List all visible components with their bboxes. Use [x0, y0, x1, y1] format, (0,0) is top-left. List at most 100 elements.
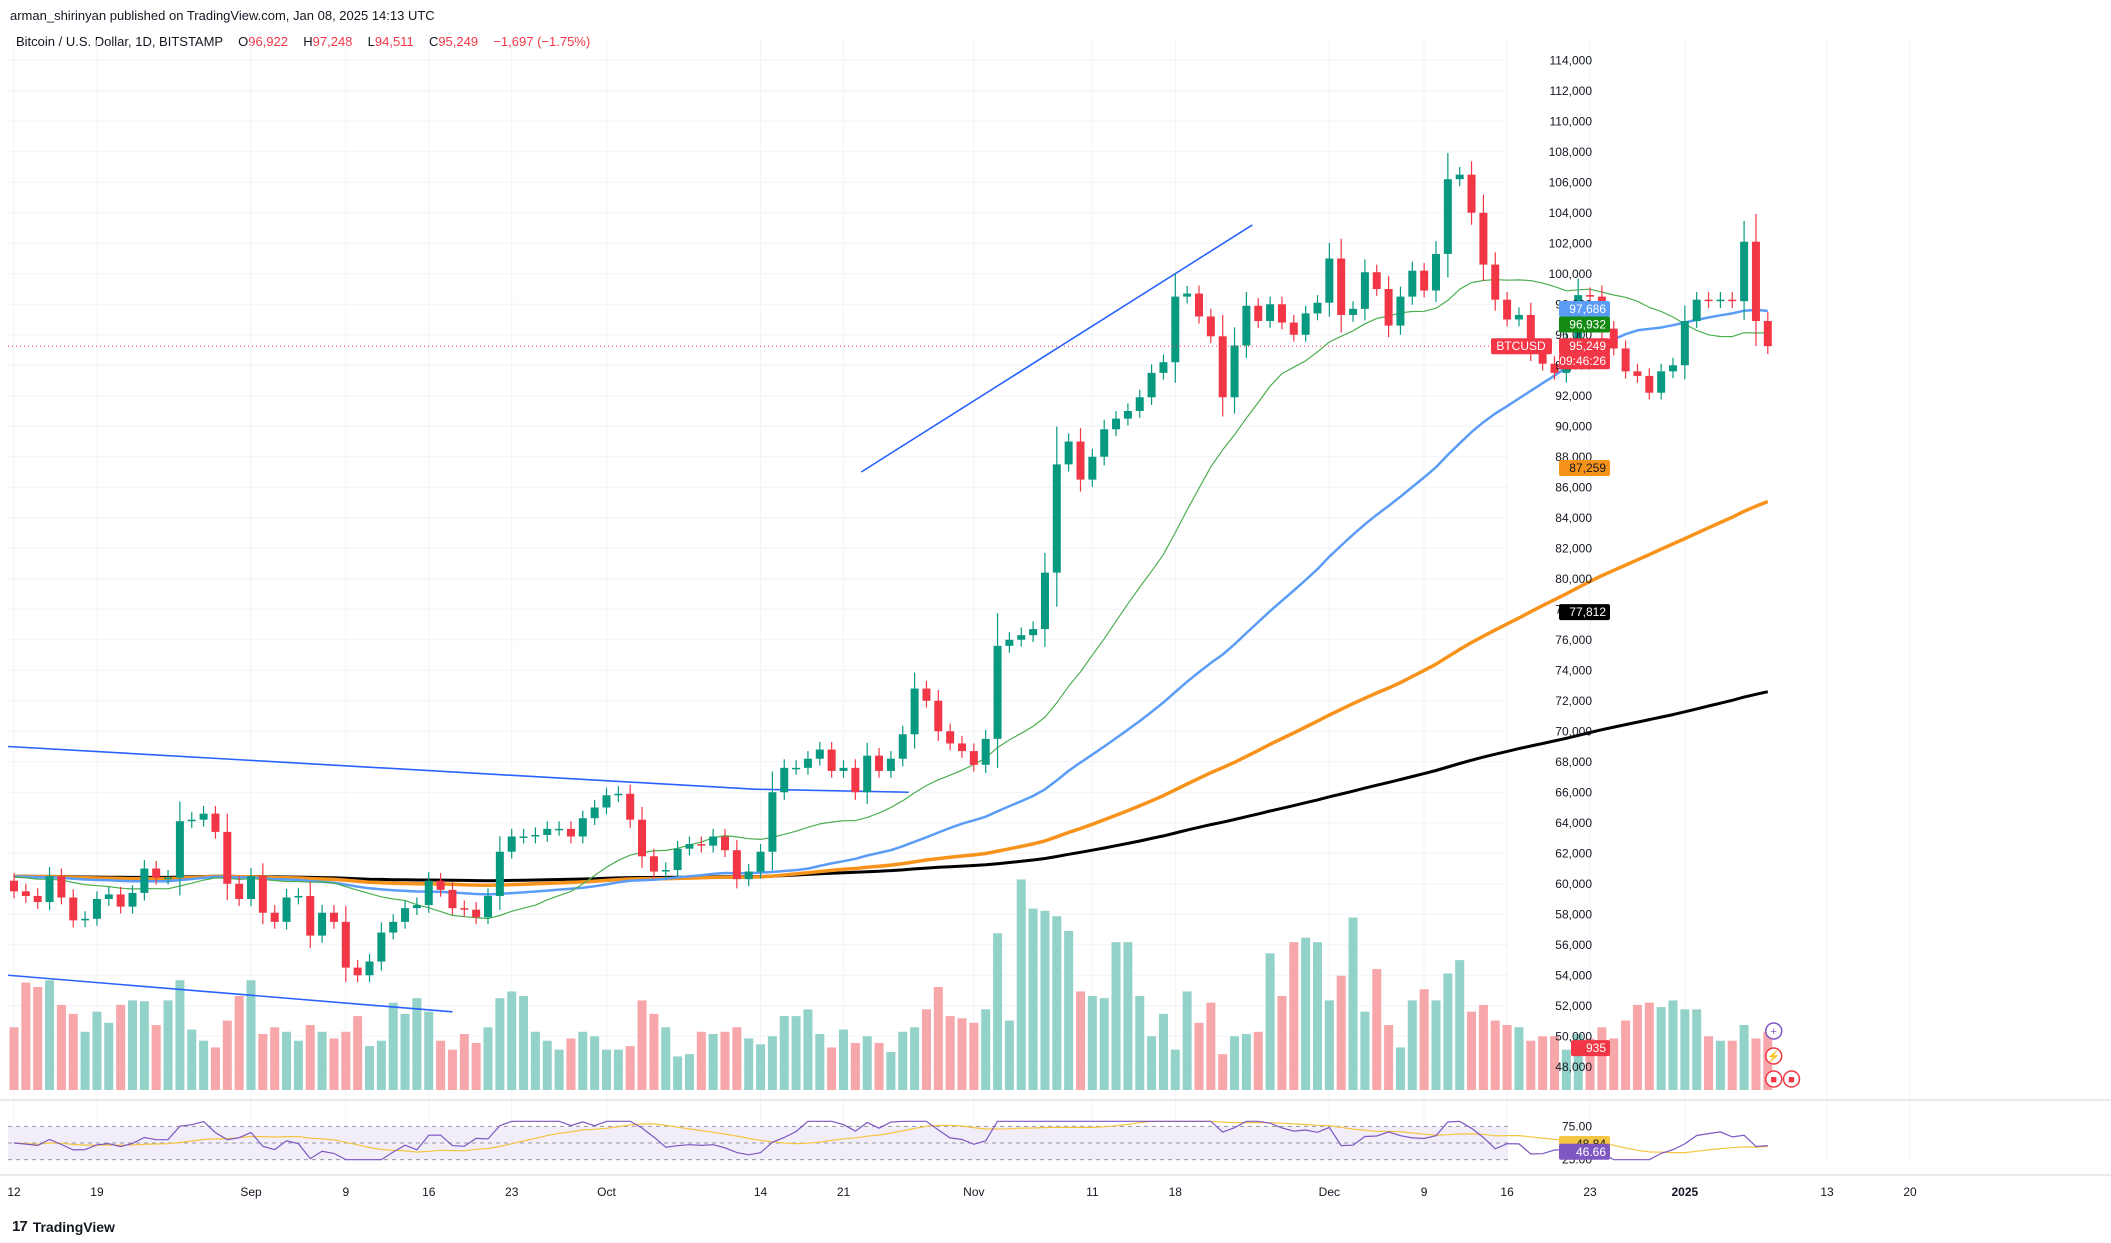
volume-bar: [993, 933, 1003, 1090]
volume-bar: [187, 1029, 197, 1090]
candle-body: [1479, 212, 1488, 265]
volume-bar: [258, 1034, 268, 1090]
candle-body: [590, 807, 599, 819]
price-tick-label: 82,000: [1555, 541, 1592, 555]
candle-body: [1242, 305, 1251, 346]
candle-body: [21, 891, 30, 896]
trendlines[interactable]: [8, 224, 1253, 1013]
countdown-tag-text: 09:46:26: [1559, 354, 1606, 368]
tradingview-footer[interactable]: 17 TradingView: [12, 1218, 115, 1235]
time-tick-label: 16: [1500, 1185, 1514, 1199]
candle-body: [33, 895, 42, 903]
candle-body: [1076, 441, 1085, 480]
candle-body: [566, 828, 575, 837]
volume-bar: [353, 1016, 363, 1090]
event-icons[interactable]: + ⚡ ■ ■: [1764, 1022, 1801, 1088]
volume-bar: [1692, 1009, 1702, 1090]
volume-bar: [471, 1042, 481, 1090]
candle-body: [1491, 264, 1500, 300]
candle-body: [1147, 372, 1156, 398]
volume-bar: [1076, 991, 1085, 1090]
candle-body: [1088, 456, 1097, 480]
volume-bar: [151, 1025, 161, 1090]
volume-bar: [910, 1027, 920, 1090]
candle-body: [886, 758, 895, 771]
volume-bar: [116, 1004, 126, 1090]
candle-body: [1467, 174, 1476, 213]
rsi-ma-line: [13, 1120, 1768, 1154]
volume-bar: [68, 1013, 78, 1090]
candle-body: [1230, 345, 1239, 398]
time-tick-label: 2025: [1671, 1185, 1698, 1199]
candle-body: [92, 899, 101, 919]
candle-body: [1183, 293, 1192, 297]
price-tick-label: 76,000: [1555, 633, 1592, 647]
volume-bar: [684, 1054, 694, 1090]
volume-bar: [898, 1031, 908, 1090]
volume-bar: [957, 1018, 967, 1090]
volume-bar: [9, 1027, 19, 1090]
price-tick-label: 50,000: [1555, 1029, 1592, 1043]
candle-body: [815, 749, 824, 759]
price-tick-label: 68,000: [1555, 755, 1592, 769]
candle-body: [1005, 639, 1014, 646]
candle-body: [1692, 299, 1701, 322]
candle-body: [1195, 293, 1203, 317]
candle-body: [1135, 397, 1144, 411]
sma-100-tag: 87,259: [1559, 460, 1610, 477]
candle-body: [602, 795, 611, 808]
sma-100-line: [13, 499, 1769, 888]
candle-body: [175, 821, 184, 878]
price-tick-label: 60,000: [1555, 877, 1592, 891]
volume-bar: [542, 1040, 552, 1090]
time-tick-label: 9: [1421, 1185, 1428, 1199]
volume-bar: [969, 1022, 979, 1090]
volume-bar: [981, 1009, 991, 1090]
volume-bar: [1597, 1027, 1607, 1090]
candle-body: [1206, 316, 1215, 337]
volume-bar: [756, 1044, 766, 1090]
price-axis[interactable]: 114,000 112,000 110,000 108,000 106,000 104,0…: [1549, 53, 1593, 1166]
candle-body: [1064, 441, 1073, 465]
sma-20-tag-bg: [1559, 316, 1610, 333]
price-tick-label: 106,000: [1549, 175, 1593, 189]
volume-bar: [436, 1040, 446, 1090]
candle-body: [164, 877, 173, 880]
time-tick-label: 18: [1169, 1185, 1183, 1199]
volume-bar: [1028, 908, 1038, 1090]
candle-body: [1100, 429, 1109, 457]
volume-bar: [1727, 1040, 1737, 1090]
candle-body: [1254, 305, 1263, 322]
volume-tag-bg: [1571, 1040, 1610, 1057]
volume-bar: [1099, 998, 1109, 1090]
candle-body: [649, 856, 658, 872]
volume-bar: [21, 982, 31, 1090]
volume-bar: [1704, 1036, 1714, 1090]
candle-body: [1123, 411, 1132, 419]
event-us-flag-icon-ring: [1764, 1070, 1783, 1088]
candle-body: [638, 819, 647, 857]
countdown-tag: 09:46:26: [1559, 353, 1610, 370]
volume-bar: [1526, 1040, 1536, 1090]
time-axis[interactable]: 12 19 Sep 9 16 23 Oct 14 21 Nov 11 18 Dec 9 16 23 2025 13…: [0, 1174, 2111, 1199]
price-tick-label: 84,000: [1555, 511, 1592, 525]
price-tick-label: 66,000: [1555, 785, 1592, 799]
volume-bar: [412, 998, 422, 1090]
volume-bar: [80, 1031, 90, 1090]
countdown-tag-bg: [1559, 353, 1610, 370]
volume-bar: [199, 1040, 209, 1090]
volume-bar: [33, 986, 43, 1090]
candle-body: [1645, 375, 1654, 393]
volume-bar: [1751, 1038, 1761, 1090]
volume-bar: [1336, 975, 1346, 1090]
volume-bar: [613, 1049, 623, 1090]
volume-bar: [1372, 969, 1382, 1090]
candle-body: [1621, 348, 1630, 372]
volume-bar: [1289, 942, 1299, 1090]
candle-body: [934, 700, 943, 732]
time-tick-label: 21: [837, 1185, 851, 1199]
candle-body: [1289, 322, 1298, 335]
volume-bar: [1656, 1007, 1666, 1090]
